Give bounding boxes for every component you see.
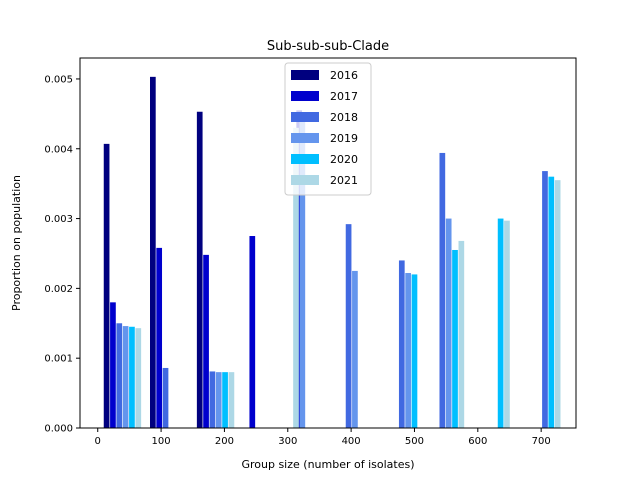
bar-2017-4 — [296, 110, 303, 429]
bar-2018-6 — [542, 171, 548, 428]
legend-label-2020: 2020 — [330, 153, 358, 166]
y-tick-label: 0.002 — [44, 284, 73, 295]
bars-group — [103, 76, 561, 429]
bar-2019-0 — [122, 326, 129, 428]
bar-2017-1 — [156, 247, 163, 428]
x-tick-label: 0 — [95, 436, 101, 447]
x-tick-label: 100 — [152, 436, 171, 447]
y-tick-label: 0.001 — [44, 354, 73, 365]
chart-title: Sub-sub-sub-Clade — [267, 39, 389, 54]
bar-2018-5 — [439, 152, 446, 428]
bar-2020-2 — [411, 274, 418, 428]
legend-swatch-2019 — [291, 133, 319, 143]
x-tick-label: 300 — [278, 436, 297, 447]
bar-2018-3 — [345, 224, 352, 428]
x-tick-label: 700 — [532, 436, 551, 447]
bar-2021-4 — [504, 220, 510, 428]
legend-label-2018: 2018 — [330, 111, 358, 124]
bar-2018-2 — [209, 371, 216, 428]
x-tick-label: 400 — [342, 436, 361, 447]
bar-2021-1 — [228, 372, 235, 428]
bar-2019-5 — [445, 218, 452, 428]
legend: 2016 2017 2018 2019 2020 2021 — [284, 62, 372, 196]
y-tick-label: 0.003 — [44, 214, 73, 225]
x-ticks: 0 100 200 300 400 500 600 700 — [95, 428, 551, 447]
plot-frame — [79, 57, 577, 429]
bar-2021-0 — [135, 328, 142, 428]
legend-label-2016: 2016 — [330, 69, 358, 82]
legend-swatch-2016 — [291, 70, 319, 80]
bar-2016-1 — [150, 76, 156, 428]
y-tick-label: 0.004 — [44, 144, 73, 155]
legend-label-2017: 2017 — [330, 90, 358, 103]
legend-swatch-2021 — [291, 175, 319, 185]
y-axis-title: Proportion on population — [10, 175, 23, 311]
bar-2018-4 — [398, 260, 405, 428]
bar-2021-3 — [458, 240, 465, 428]
bar-2019-1 — [215, 372, 222, 428]
bar-2020-0 — [129, 326, 135, 428]
bar-2019-2 — [299, 120, 306, 428]
legend-swatch-2017 — [291, 91, 319, 101]
bar-2021-2 — [293, 127, 299, 428]
bar-2017-3 — [249, 236, 256, 428]
bar-2017-2 — [203, 254, 209, 428]
bar-2018-1 — [162, 367, 169, 428]
bar-2017-0 — [110, 302, 116, 428]
legend-label-2021: 2021 — [330, 174, 358, 187]
x-tick-label: 500 — [405, 436, 424, 447]
x-axis-title: Group size (number of isolates) — [241, 458, 414, 471]
bar-2021-5 — [554, 180, 561, 428]
x-tick-label: 600 — [468, 436, 487, 447]
bar-2016-0 — [103, 143, 110, 428]
y-ticks: 0.000 0.001 0.002 0.003 0.004 0.005 — [44, 74, 80, 435]
bar-2019-3 — [352, 270, 358, 428]
y-tick-label: 0.005 — [44, 74, 73, 85]
legend-swatch-2020 — [291, 154, 319, 164]
x-tick-label: 200 — [215, 436, 234, 447]
bar-2016-2 — [196, 111, 203, 428]
y-tick-label: 0.000 — [44, 424, 73, 435]
bar-2020-4 — [497, 218, 504, 428]
legend-swatch-2018 — [291, 112, 319, 122]
legend-label-2019: 2019 — [330, 132, 358, 145]
bar-2018-0 — [116, 323, 123, 428]
bar-2020-1 — [222, 372, 228, 428]
bar-2019-4 — [405, 273, 411, 428]
bar-2020-3 — [452, 249, 458, 428]
bar-2020-5 — [548, 176, 555, 428]
